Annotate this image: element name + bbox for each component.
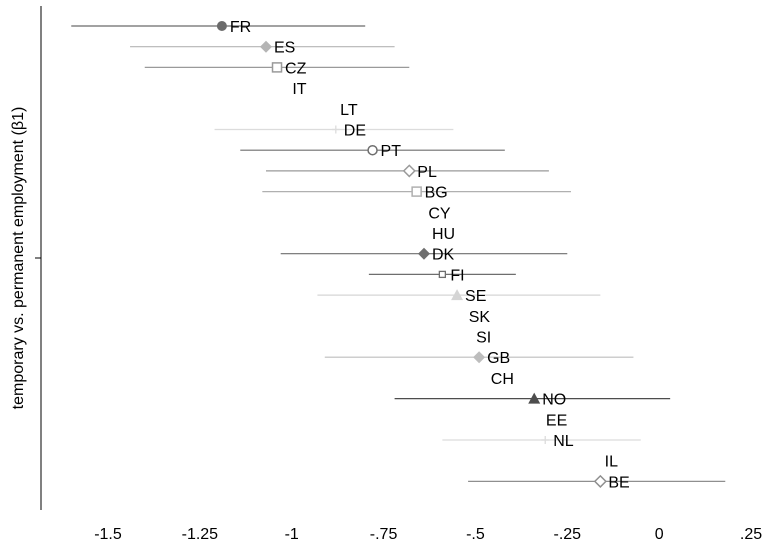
country-label-dk: DK [432,247,455,264]
country-label-ee: EE [546,412,567,429]
country-label-pt: PT [381,143,402,160]
marker-se [451,289,464,301]
y-axis-label: temporary vs. permanent employment (β1) [10,107,27,410]
country-label-fr: FR [230,19,251,36]
country-label-cz: CZ [285,60,307,77]
country-label-es: ES [274,40,295,57]
marker-nl [541,436,550,444]
marker-de [331,125,340,134]
country-label-hu: HU [432,226,455,243]
country-label-be: BE [608,474,629,491]
country-label-bg: BG [425,185,448,202]
marker-bg [411,186,422,197]
confidence-intervals [71,25,726,482]
country-label-se: SE [465,288,486,305]
x-tick-label: -1.5 [94,526,122,543]
country-label-de: DE [344,123,366,140]
x-tick-label: -1 [285,526,299,543]
marker-be [593,474,607,488]
country-label-ch: CH [491,371,514,388]
x-tick-label: -.75 [370,526,398,543]
country-label-cy: CY [428,205,451,222]
x-tick-label: 0 [655,526,664,543]
marker-fr [216,21,227,31]
country-label-il: IL [605,454,618,471]
x-axis-ticks: -1.5 -1.25 -1 -.75 -.5 -.25 0 .25 [94,526,762,543]
country-label-lt: LT [340,102,358,119]
country-label-no: NO [542,392,566,409]
marker-es [259,40,272,53]
country-label-sk: SK [469,309,491,326]
point-markers [216,21,607,488]
marker-pt [367,144,378,156]
marker-dk [417,247,430,260]
country-label-nl: NL [553,433,574,450]
country-label-fi: FI [450,267,464,284]
x-tick-label: -.5 [466,526,485,543]
marker-gb [473,351,486,364]
country-label-si: SI [476,330,491,347]
country-label-it: IT [292,81,306,98]
country-label-gb: GB [487,350,510,367]
country-label-pl: PL [417,164,437,181]
marker-no [528,392,541,404]
marker-cz [271,62,283,73]
marker-pl [402,164,416,178]
x-tick-label: -1.25 [182,526,219,543]
x-tick-label: -.25 [553,526,581,543]
marker-fi [438,270,447,279]
x-tick-label: .25 [740,526,762,543]
